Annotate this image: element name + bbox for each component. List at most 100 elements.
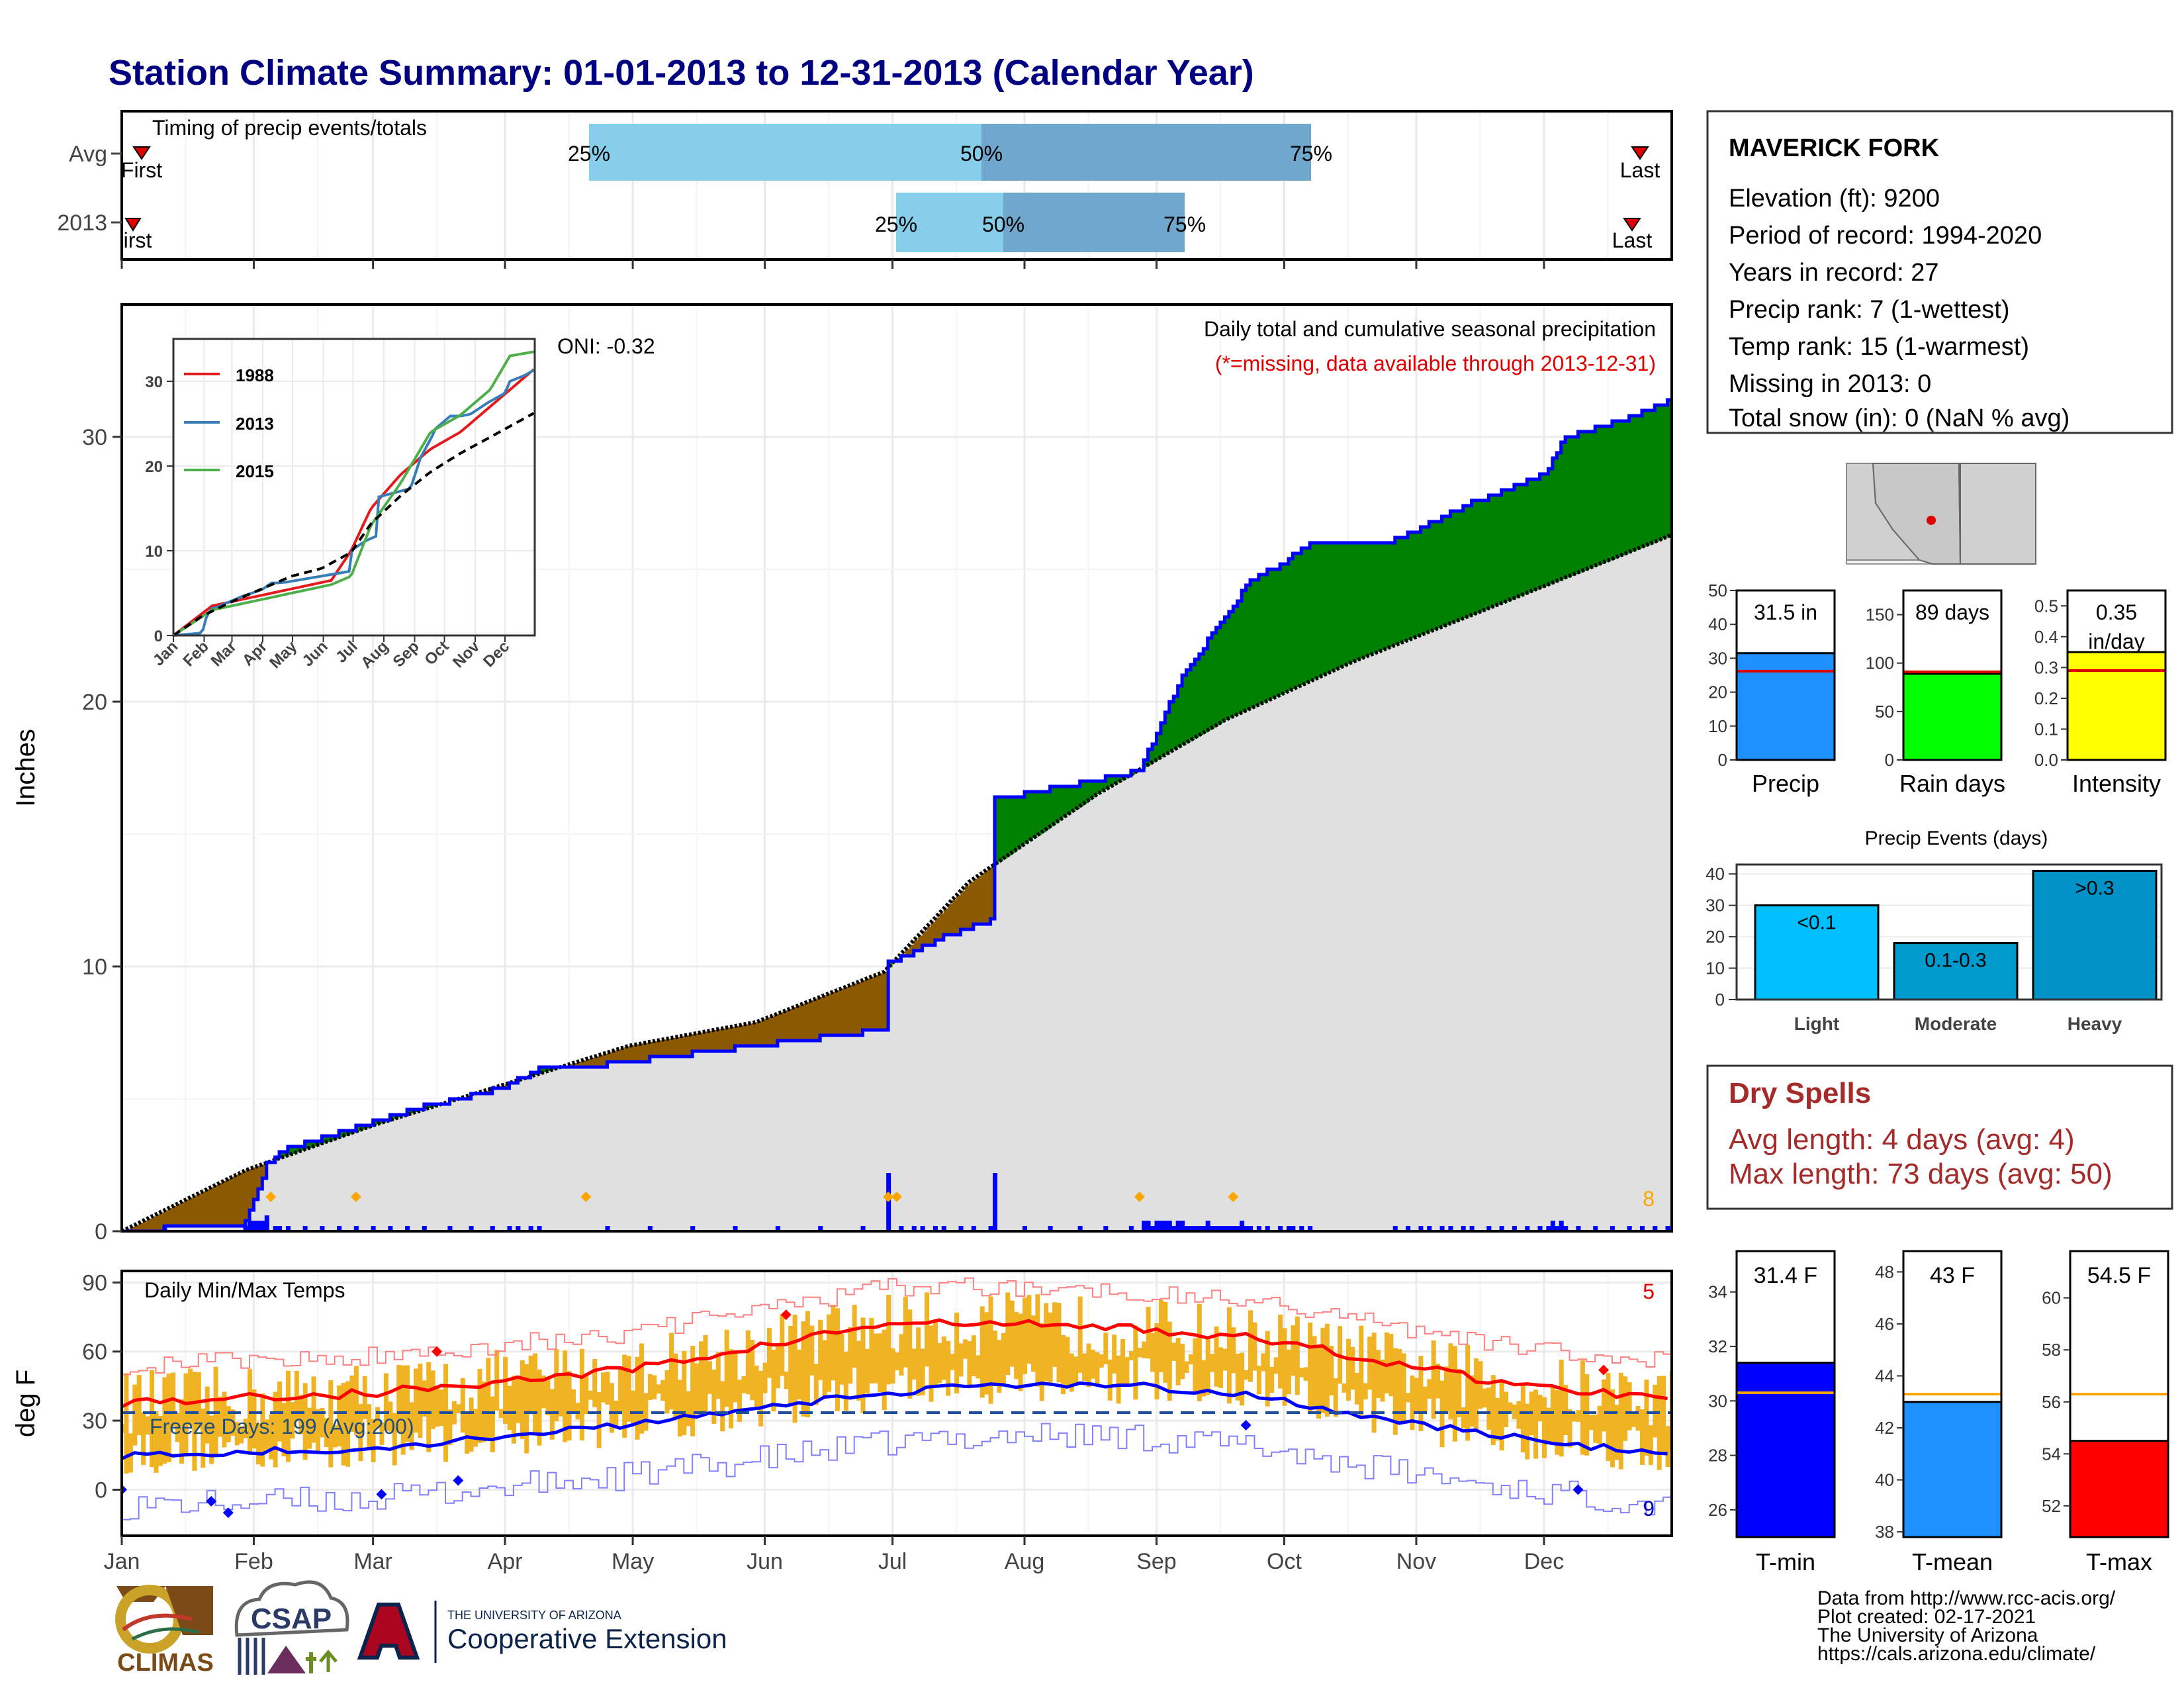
precip-label: Precip xyxy=(1752,770,1819,797)
daily-temp-bar xyxy=(435,1387,440,1427)
freeze-days: Freeze Days: 199 (Avg:200) xyxy=(150,1415,414,1438)
precip-ytick: 20 xyxy=(82,690,107,715)
daily-temp-bar xyxy=(1371,1333,1377,1433)
daily-temp-bar xyxy=(345,1381,351,1467)
daily-temp-bar xyxy=(639,1343,644,1434)
daily-temp-bar xyxy=(1580,1360,1585,1455)
precip-ytick: 0 xyxy=(95,1219,107,1244)
station-years: Years in record: 27 xyxy=(1729,259,1939,287)
daily-precip-bar xyxy=(507,1226,512,1231)
summary-ytick: 20 xyxy=(1708,682,1727,702)
precip-event-marker xyxy=(883,1192,894,1202)
daily-temp-bar xyxy=(154,1411,159,1473)
station-info: MAVERICK FORK Elevation (ft): 9200 Perio… xyxy=(1706,110,2173,434)
station-missing: Missing in 2013: 0 xyxy=(1729,370,1931,398)
daily-temp-bar xyxy=(217,1396,222,1437)
credit-plot-date: Plot created: 02-17-2021 xyxy=(1817,1606,2036,1628)
timing-2013-75: 75% xyxy=(1163,212,1206,236)
daily-temp-bar xyxy=(1410,1375,1415,1430)
daily-temp-bar xyxy=(890,1348,895,1384)
credits: Data from http://www.rcc-acis.org/ Plot … xyxy=(1817,1587,2116,1665)
daily-temp-bar xyxy=(1406,1393,1411,1403)
temp-ytick: 90 xyxy=(82,1270,107,1295)
daily-temp-bar xyxy=(136,1374,142,1436)
daily-precip-bar xyxy=(1593,1226,1598,1231)
daily-precip-bars xyxy=(162,1173,1670,1231)
daily-precip-bar xyxy=(1555,1226,1560,1231)
daily-temp-bar xyxy=(605,1372,610,1405)
daily-temp-bar xyxy=(1133,1325,1138,1400)
daily-temp-bar xyxy=(1614,1405,1619,1460)
daily-temp-bar xyxy=(1490,1375,1496,1445)
daily-temp-bar xyxy=(230,1409,236,1436)
timing-2013-first: irst xyxy=(124,228,152,252)
daily-temp-bar xyxy=(839,1333,844,1385)
rain-days-value: 89 days xyxy=(1915,600,1989,624)
daily-temp-bar xyxy=(1180,1344,1185,1380)
daily-temp-bar xyxy=(396,1364,402,1433)
daily-temp-bar xyxy=(848,1327,853,1384)
daily-temp-bar xyxy=(1316,1347,1321,1419)
daily-temp-bar xyxy=(1218,1347,1223,1388)
daily-precip-bar xyxy=(1559,1221,1564,1231)
daily-temp-bar xyxy=(1005,1292,1011,1376)
intensity-bar xyxy=(2066,651,2167,761)
daily-temp-bar xyxy=(962,1339,968,1359)
daily-temp-bar xyxy=(933,1319,938,1388)
daily-precip-bar xyxy=(405,1226,410,1231)
precip-events-chart: Precip Events (days) 0 10 20 30 40 <0.1 Light 0… xyxy=(1706,827,2163,1034)
month-tick: Feb xyxy=(234,1549,273,1574)
daily-precip-bar xyxy=(337,1226,342,1231)
intensity-unit: in/day xyxy=(2088,630,2144,653)
daily-temp-bar xyxy=(856,1340,862,1401)
month-tick: Nov xyxy=(1396,1549,1436,1574)
daily-temp-bar xyxy=(192,1372,197,1471)
summary-ytick: 0.5 xyxy=(2034,596,2058,616)
daily-temp-bar xyxy=(545,1379,551,1415)
daily-temp-bar xyxy=(1486,1387,1492,1430)
dry-spells-max: Max length: 73 days (avg: 50) xyxy=(1729,1158,2113,1190)
daily-temp-bar xyxy=(1077,1296,1083,1373)
daily-temp-bar xyxy=(1150,1333,1156,1372)
daily-temp-bar xyxy=(1648,1425,1653,1466)
daily-temp-bar xyxy=(1606,1373,1611,1461)
daily-temp-bar xyxy=(1504,1391,1509,1428)
daily-temp-bar xyxy=(1342,1383,1347,1393)
daily-temp-bar xyxy=(1163,1301,1168,1383)
daily-temp-bar xyxy=(1009,1300,1015,1367)
daily-temp-bar xyxy=(1555,1390,1560,1455)
daily-temp-bar xyxy=(617,1368,623,1412)
daily-precip-bar xyxy=(1256,1226,1261,1231)
daily-temp-bar xyxy=(124,1373,129,1474)
daily-precip-bar xyxy=(353,1226,359,1231)
daily-temp-bar xyxy=(1597,1405,1602,1444)
daily-temp-bar xyxy=(1639,1409,1645,1466)
missing-note: (*=missing, data available through 2013-… xyxy=(1215,352,1656,375)
daily-temp-bar xyxy=(132,1384,138,1446)
ua-small-text: THE UNIVERSITY OF ARIZONA xyxy=(447,1609,621,1622)
daily-temp-bar xyxy=(899,1334,904,1376)
daily-temp-bar xyxy=(1099,1354,1104,1368)
events-ytick: 30 xyxy=(1706,896,1725,915)
station-temp-rank: Temp rank: 15 (1-warmest) xyxy=(1729,333,2029,361)
daily-precip-bar xyxy=(1150,1226,1156,1231)
daily-temp-bar xyxy=(537,1369,542,1446)
daily-temp-bar xyxy=(469,1397,474,1452)
daily-temp-bar xyxy=(183,1373,189,1457)
daily-precip-bar xyxy=(1214,1226,1219,1231)
station-name: MAVERICK FORK xyxy=(1729,134,1940,162)
daily-temp-bar xyxy=(520,1360,525,1440)
precip-ylabel: Inches xyxy=(11,729,40,807)
daily-temp-bar xyxy=(328,1380,334,1468)
daily-precip-bar xyxy=(1653,1226,1658,1231)
daily-temp-bar xyxy=(916,1327,921,1396)
dry-spells: Dry Spells Avg length: 4 days (avg: 4) M… xyxy=(1706,1064,2173,1210)
daily-temp-bar xyxy=(643,1393,649,1431)
daily-temp-bar xyxy=(511,1376,516,1444)
daily-precip-bar xyxy=(1418,1226,1424,1231)
tmin-value: 31.4 F xyxy=(1754,1263,1817,1288)
daily-temp-bar xyxy=(707,1361,712,1394)
daily-temp-bar xyxy=(1240,1352,1245,1406)
daily-temp-bar xyxy=(911,1348,917,1380)
